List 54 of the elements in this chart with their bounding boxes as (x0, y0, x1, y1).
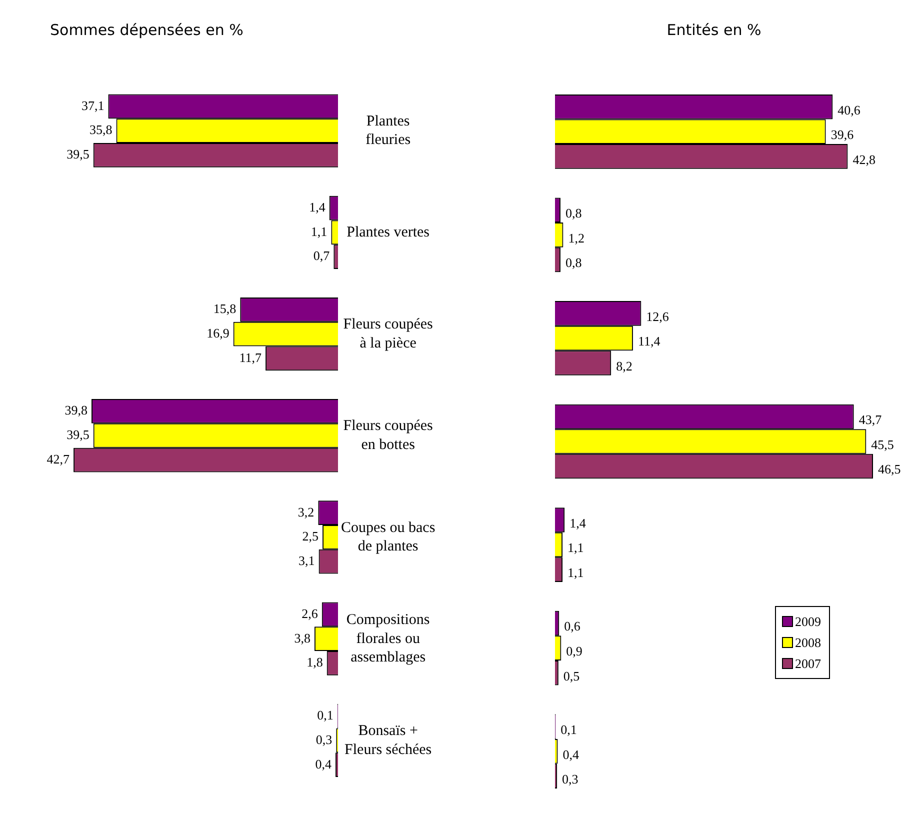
data-label: 0,6 (564, 618, 581, 634)
data-label: 39,6 (830, 127, 854, 142)
data-label: 12,6 (646, 308, 670, 324)
data-label: 35,8 (90, 122, 112, 138)
data-label: 0,7 (313, 248, 330, 264)
data-label: 11,4 (638, 334, 661, 349)
data-label: 39,8 (64, 402, 88, 418)
data-label: 0,4 (562, 746, 580, 762)
data-label: 3,2 (298, 504, 314, 520)
data-label: 0,9 (566, 643, 582, 658)
y-tick-label: Fleurs coupées à la pièce (343, 316, 434, 352)
data-label: 3,1 (298, 553, 315, 568)
data-label: 2,6 (302, 606, 318, 621)
data-label: 11,7 (239, 350, 262, 365)
data-label: 46,5 (878, 462, 901, 477)
data-label: 42,8 (852, 152, 876, 167)
y-tick-label: Compositions florales ou assemblages (346, 612, 430, 666)
data-label: 39,5 (66, 146, 90, 162)
data-label: 0,3 (316, 732, 332, 747)
data-label: 16,9 (206, 325, 230, 340)
data-label: 0,1 (560, 722, 577, 737)
legend-label: 2009 (795, 614, 821, 630)
legend-label: 2008 (795, 634, 821, 650)
data-label: 0,3 (562, 772, 578, 787)
data-label: 1,8 (306, 654, 323, 670)
data-label: 1,1 (310, 224, 328, 239)
y-tick-label: Plantes vertes (346, 224, 430, 240)
data-label: 43,7 (858, 412, 882, 428)
data-label: 1,2 (568, 230, 584, 246)
data-label: 0,8 (565, 255, 582, 270)
data-label: 0,5 (563, 668, 580, 684)
data-label: 0,8 (565, 206, 582, 221)
y-tick-label: Bonsaïs + Fleurs séchées (344, 723, 432, 758)
data-label: 15,8 (213, 301, 236, 316)
data-label: 3,8 (294, 630, 310, 646)
data-label: 8,2 (616, 358, 632, 374)
y-tick-label: Coupes ou bacs de plantes (341, 520, 436, 555)
data-label: 39,5 (66, 427, 90, 442)
data-label: 1,1 (568, 540, 584, 556)
data-label: 45,5 (871, 436, 894, 452)
data-label: 0,4 (315, 756, 332, 772)
data-label: 37,1 (81, 98, 104, 113)
chart-title: Sommes dépensées en % (50, 20, 244, 39)
y-tick-label: Fleurs coupées en bottes (343, 418, 434, 453)
chart-title: Entités en % (666, 20, 762, 39)
data-label: 42,7 (46, 451, 70, 466)
data-label: 1,4 (570, 515, 586, 530)
y-tick-label: Plantes fleuries (366, 113, 411, 148)
data-label: 2,5 (302, 528, 319, 544)
data-label: 1,4 (309, 199, 326, 214)
data-label: 0,1 (317, 707, 334, 722)
data-label: 1,1 (568, 564, 584, 580)
data-label: 40,6 (838, 102, 861, 118)
legend-label: 2007 (795, 656, 821, 672)
